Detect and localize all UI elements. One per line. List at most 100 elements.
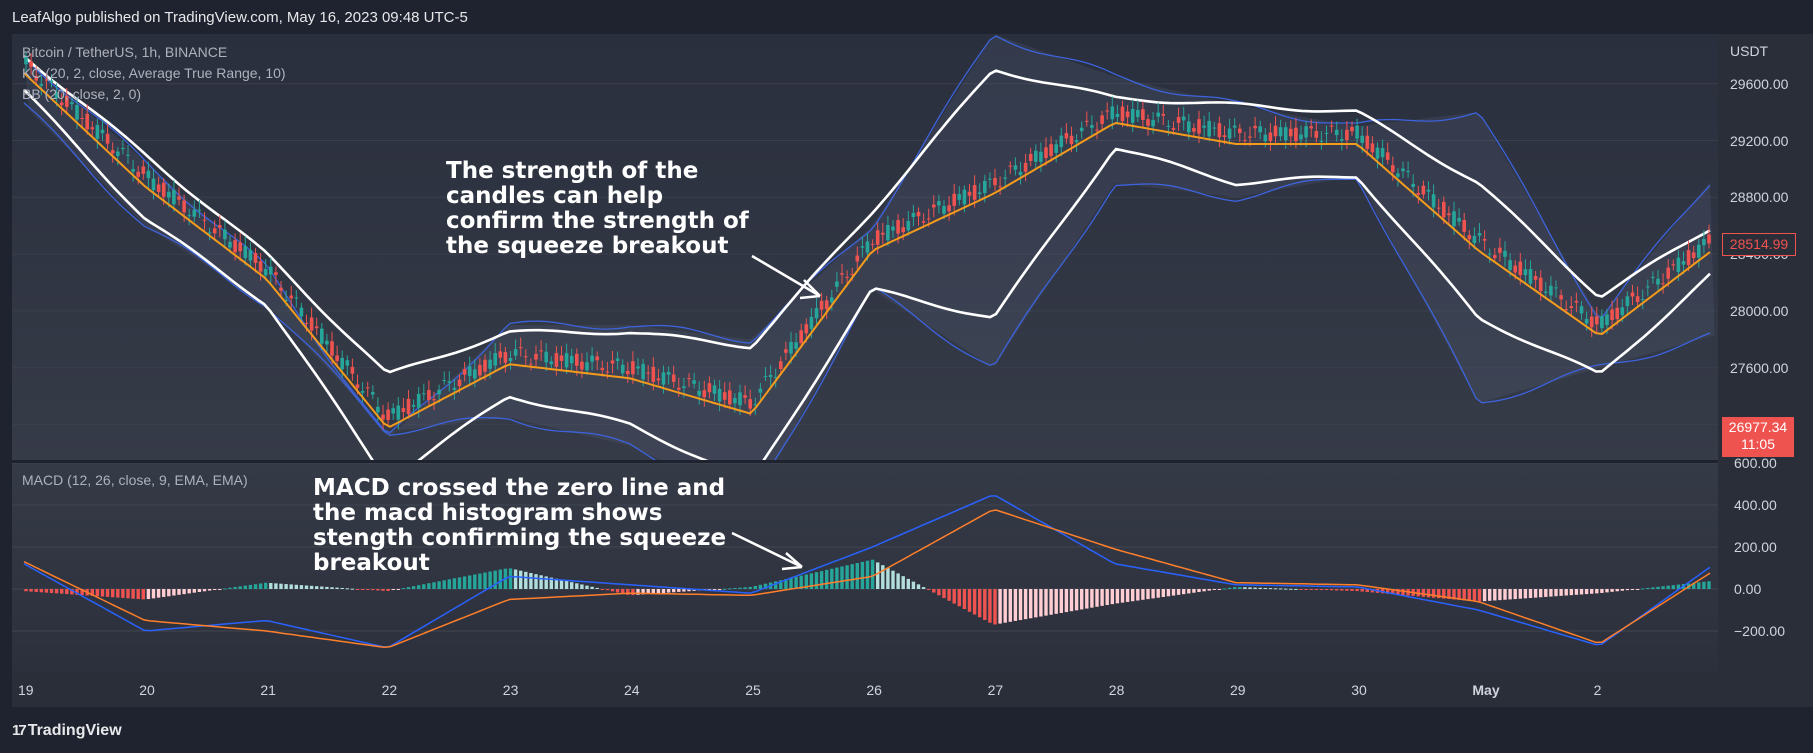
legend-macd[interactable]: MACD (12, 26, close, 9, EMA, EMA) <box>22 472 248 488</box>
candle-body <box>682 386 686 388</box>
macd-histogram-bar <box>559 579 564 589</box>
macd-histogram-bar <box>677 589 681 592</box>
candle-body <box>1538 277 1543 292</box>
candle-body <box>151 178 156 191</box>
candle-body <box>962 189 967 205</box>
time-axis[interactable]: 19 20 21 22 23 24 25 26 27 28 29 30 May 2 <box>12 673 1718 707</box>
macd-histogram-bar <box>972 589 977 615</box>
legend-bb[interactable]: BB (20, close, 2, 0) <box>22 86 142 102</box>
candle-body <box>422 393 426 395</box>
candle-body <box>1355 125 1359 139</box>
macd-histogram-bar <box>1069 589 1074 612</box>
candle-body <box>1222 135 1227 138</box>
macd-histogram-bar <box>1273 588 1278 590</box>
legend-kc[interactable]: KC (20, 2, close, Average True Range, 10… <box>22 65 286 81</box>
macd-histogram-bar <box>534 574 538 589</box>
macd-histogram-bar <box>1074 589 1079 611</box>
price-pane[interactable]: Bitcoin / TetherUS, 1h, BINANCE KC (20, … <box>12 34 1718 460</box>
price-scale[interactable]: USDT 29600.0029200.0028800.0028400.00280… <box>1718 34 1813 707</box>
macd-histogram-bar <box>1482 589 1487 602</box>
macd-histogram-bar <box>391 589 395 591</box>
candle-body <box>1008 165 1013 167</box>
macd-histogram-bar <box>1360 589 1364 592</box>
candle-body <box>753 404 758 406</box>
tradingview-mark-icon: 17 <box>12 722 27 739</box>
macd-histogram-bar <box>758 584 763 589</box>
macd-histogram-bar <box>1431 589 1436 598</box>
macd-pane[interactable]: MACD (12, 26, close, 9, EMA, EMA) MACD c… <box>12 463 1718 673</box>
candle-body <box>85 113 89 130</box>
macd-histogram-bar <box>1212 589 1216 590</box>
candle-body <box>110 150 115 154</box>
macd-histogram-bar <box>1238 587 1242 589</box>
macd-line <box>23 495 1711 648</box>
macd-histogram-bar <box>65 589 69 595</box>
macd-histogram-bar <box>881 565 885 589</box>
macd-histogram-bar <box>253 584 258 589</box>
candle-body <box>605 371 610 373</box>
candle-body <box>580 361 584 370</box>
macd-histogram-bar <box>1141 589 1145 600</box>
macd-histogram-bar <box>320 586 324 589</box>
macd-histogram-bar <box>1600 589 1604 593</box>
candle-body <box>1533 276 1538 280</box>
candle-body <box>1181 116 1186 121</box>
candle-body <box>972 185 977 200</box>
candle-body <box>1416 192 1421 195</box>
macd-histogram-bar <box>202 589 207 592</box>
legend-symbol[interactable]: Bitcoin / TetherUS, 1h, BINANCE <box>22 44 228 60</box>
macd-histogram-bar <box>605 589 610 591</box>
macd-histogram-bar <box>508 568 513 589</box>
time-tick-label: 25 <box>745 682 761 698</box>
macd-histogram-bar <box>738 587 742 589</box>
candle-body <box>411 404 416 407</box>
candle-body <box>524 356 528 358</box>
macd-histogram-bar <box>1513 589 1517 600</box>
macd-histogram-bar <box>1666 585 1670 589</box>
macd-histogram-bar <box>901 576 905 589</box>
macd-histogram-bar <box>90 589 94 596</box>
macd-histogram-bar <box>1574 589 1579 595</box>
candle-body <box>983 180 987 194</box>
macd-histogram-bar <box>1641 588 1645 590</box>
candle-body <box>977 192 982 195</box>
candle-body <box>728 390 732 405</box>
candle-body <box>1600 316 1604 329</box>
candle-body <box>1365 135 1370 149</box>
time-tick-label: 23 <box>502 682 519 698</box>
macd-histogram-bar <box>1697 582 1701 589</box>
macd-histogram-bar <box>330 587 334 589</box>
candle-body <box>1482 238 1487 241</box>
candle-body <box>197 209 202 211</box>
candle-body <box>600 367 605 371</box>
macd-histogram-bar <box>621 589 625 594</box>
macd-histogram-bar <box>1166 589 1171 597</box>
macd-histogram-bar <box>60 589 64 594</box>
candle-body <box>1018 171 1023 176</box>
candle-body <box>692 380 696 384</box>
candle-body <box>141 166 146 174</box>
macd-tick-label: 0.00 <box>1734 581 1762 597</box>
macd-histogram-bar <box>1447 589 1451 600</box>
candle-body <box>238 242 242 252</box>
candle-body <box>360 391 365 393</box>
price-tick-label: 29200.00 <box>1730 132 1789 149</box>
candle-body <box>957 194 962 200</box>
macd-histogram-bar <box>34 589 38 592</box>
macd-histogram-bar <box>1156 589 1160 598</box>
candle-body <box>75 104 79 120</box>
macd-histogram-bar <box>707 589 712 590</box>
candle-body <box>554 353 559 367</box>
candle-body <box>1294 127 1298 142</box>
candle-body <box>1278 127 1283 137</box>
candle-body <box>1309 126 1313 129</box>
time-tick-label: 19 <box>18 682 34 698</box>
macd-histogram-bar <box>1462 589 1466 601</box>
candle-body <box>1477 233 1482 236</box>
time-tick-label: 27 <box>987 682 1004 698</box>
tradingview-logo[interactable]: 17 TradingView <box>12 722 122 740</box>
candle-body <box>707 383 712 393</box>
macd-histogram-bar <box>957 589 961 607</box>
macd-histogram-bar <box>1161 589 1165 597</box>
macd-histogram-bar <box>172 589 176 596</box>
